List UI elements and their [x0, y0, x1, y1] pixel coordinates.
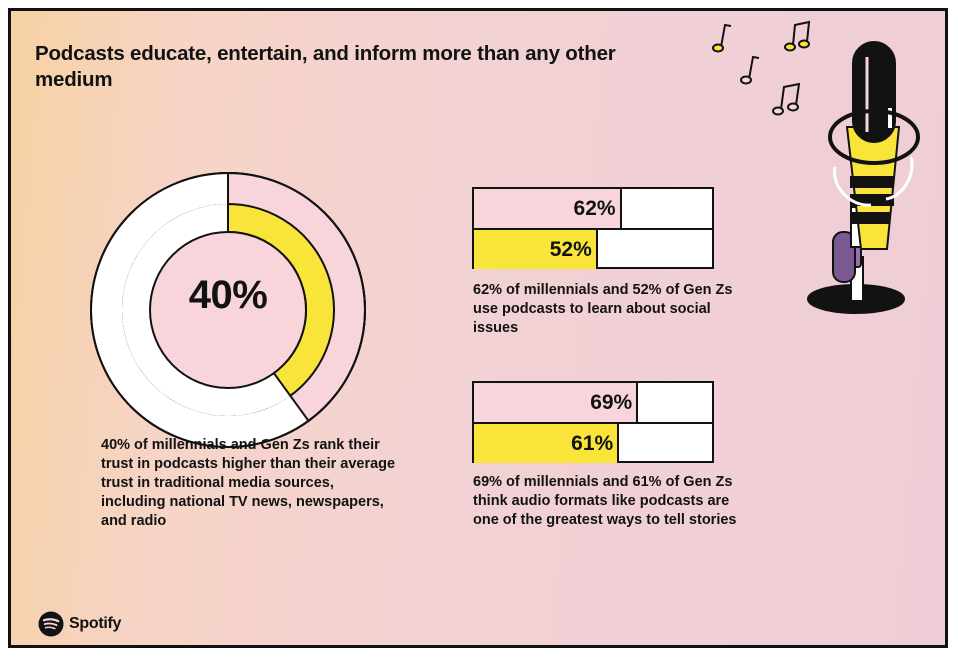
bar-genz: [474, 424, 620, 463]
bar-caption-social-issues: 62% of millennials and 52% of Gen Zs use…: [473, 282, 733, 336]
bar-group-stories: 69% 61%: [472, 381, 714, 463]
ring-hole: [149, 231, 307, 389]
bar-row-millennials: 69%: [474, 383, 712, 424]
outer-ring-border: [90, 172, 366, 448]
bar-label-millennials: 69%: [590, 391, 633, 414]
ring-chart: [90, 171, 366, 448]
bar-millennials: [474, 189, 622, 228]
spotify-logo-icon: [38, 611, 64, 637]
bar-label-millennials: 62%: [573, 197, 616, 220]
infographic: Podcasts educate, entertain, and inform …: [8, 8, 948, 648]
bar-label-genz: 52%: [549, 238, 592, 261]
ring-caption: 40% of millennials and Gen Zs rank their…: [101, 437, 396, 529]
bar-row-millennials: 62%: [474, 189, 712, 230]
bar-millennials: [474, 383, 639, 422]
music-note-icon: [784, 20, 811, 52]
bar-label-genz: 61%: [571, 432, 614, 455]
microphone-icon: [807, 41, 920, 314]
bar-row-genz: 61%: [474, 424, 712, 463]
bar-caption-stories: 69% of millennials and 61% of Gen Zs thi…: [473, 474, 737, 528]
music-note-icon: [740, 55, 760, 85]
bar-row-genz: 52%: [474, 230, 712, 269]
page-title: Podcasts educate, entertain, and inform …: [35, 42, 616, 91]
spotify-wordmark: Spotify: [69, 615, 122, 632]
spotify-logo: Spotify: [38, 611, 121, 637]
music-note-icon: [772, 82, 801, 116]
bar-genz: [474, 230, 598, 269]
bar-group-social-issues: 62% 52%: [472, 187, 714, 269]
music-note-icon: [712, 23, 732, 53]
microphone-illustration: [712, 20, 920, 314]
ring-center-label: 40%: [188, 273, 268, 317]
